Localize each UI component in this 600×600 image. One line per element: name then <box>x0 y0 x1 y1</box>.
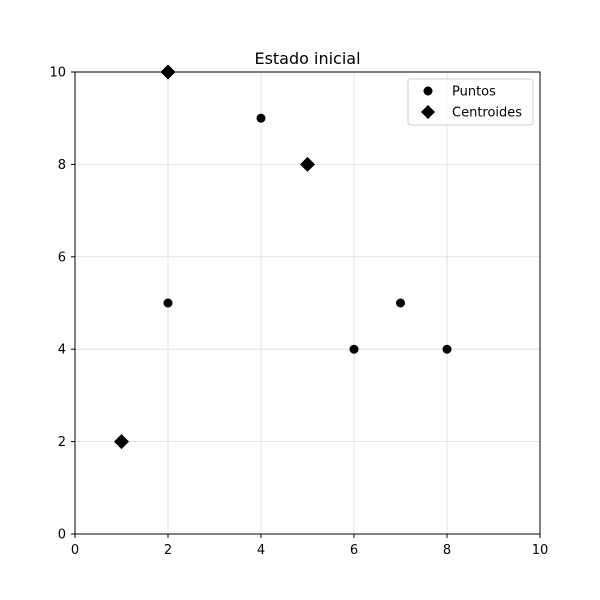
legend-point-marker <box>423 86 433 96</box>
point-marker <box>396 298 405 308</box>
data-points <box>114 64 452 450</box>
point-marker <box>442 344 452 354</box>
point-marker <box>349 344 359 354</box>
x-tick-label: 6 <box>350 543 358 558</box>
x-tick-label: 4 <box>257 543 265 558</box>
y-tick-label: 8 <box>58 158 66 173</box>
x-tick-label: 2 <box>164 543 172 558</box>
x-tick-label: 8 <box>443 543 451 558</box>
y-tick-label: 10 <box>49 66 66 81</box>
y-tick-label: 2 <box>58 435 66 450</box>
y-tick-label: 6 <box>58 250 66 265</box>
x-tick-label: 0 <box>71 543 79 558</box>
centroid-marker <box>114 434 129 450</box>
centroid-marker <box>300 156 315 172</box>
chart-title: Estado inicial <box>254 49 360 68</box>
point-marker <box>163 298 173 308</box>
point-marker <box>256 113 266 123</box>
x-tick-label: 10 <box>532 543 549 558</box>
legend: Puntos Centroides <box>407 78 534 126</box>
plot-area-frame <box>74 71 541 535</box>
legend-label: Puntos <box>452 85 496 100</box>
y-tick-label: 4 <box>58 343 66 358</box>
legend-centroid-marker <box>421 105 435 119</box>
legend-box <box>407 78 534 126</box>
legend-label: Centroides <box>452 106 522 121</box>
y-tick-label: 0 <box>58 528 66 543</box>
axis-ticks: 0 2 4 6 8 10 0 2 4 6 8 10 <box>49 66 548 559</box>
